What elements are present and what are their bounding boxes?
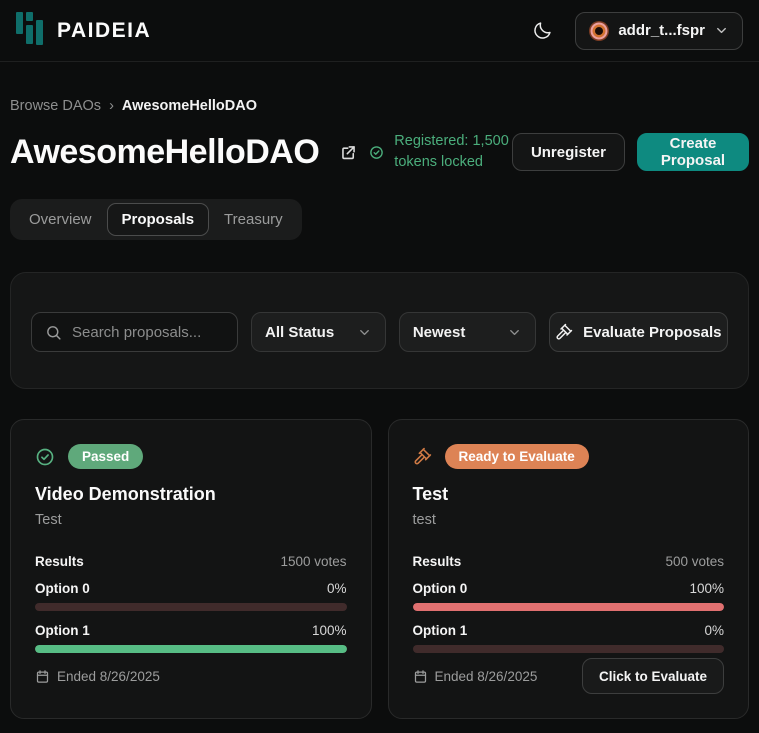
status-filter-select[interactable]: All Status [251, 312, 386, 353]
dao-title-row: AwesomeHelloDAO Registered: 1,500 tokens… [10, 131, 749, 173]
vote-progress-bar [412, 645, 724, 654]
create-proposal-button[interactable]: Create Proposal [636, 133, 749, 172]
moon-icon [532, 20, 553, 41]
tab-proposals[interactable]: Proposals [106, 203, 210, 237]
evaluate-proposals-label: Evaluate Proposals [583, 323, 722, 341]
chevron-down-icon [507, 325, 522, 340]
wallet-address: addr_t...fspr [618, 22, 705, 39]
gavel-icon [555, 323, 573, 341]
ended-date: Ended 8/26/2025 [413, 669, 537, 684]
breadcrumb-separator: › [109, 98, 114, 114]
vote-count: 500 votes [665, 554, 724, 570]
dao-tabs: Overview Proposals Treasury [10, 199, 302, 241]
check-circle-icon [35, 447, 55, 467]
proposal-description: Test [35, 512, 62, 529]
tab-overview[interactable]: Overview [14, 203, 107, 236]
calendar-icon [35, 669, 50, 684]
status-badge: Ready to Evaluate [444, 444, 589, 470]
proposal-card[interactable]: Ready to Evaluate Test test Results 500 … [387, 419, 749, 720]
brand-name: PAIDEIA [57, 18, 152, 42]
tab-treasury[interactable]: Treasury [209, 203, 298, 236]
vote-progress-bar [35, 603, 347, 612]
wallet-avatar [589, 20, 610, 41]
option-label: Option 0 [35, 581, 90, 597]
evaluate-proposals-button[interactable]: Evaluate Proposals [548, 312, 728, 353]
breadcrumb: Browse DAOs › AwesomeHelloDAO [10, 98, 749, 114]
wallet-button[interactable]: addr_t...fspr [575, 11, 743, 50]
proposal-description: test [412, 512, 436, 529]
proposal-title: Video Demonstration [35, 484, 216, 505]
page-title: AwesomeHelloDAO [10, 132, 320, 171]
proposal-title: Test [412, 484, 449, 505]
option-percent: 100% [311, 623, 347, 639]
option-label: Option 1 [412, 623, 468, 639]
paideia-logo[interactable]: PAIDEIA [16, 11, 151, 50]
paideia-logo-icon [16, 11, 44, 50]
vote-option-row: Option 1 0% [412, 623, 724, 654]
results-label: Results [35, 554, 84, 570]
registered-status-text: Registered: 1,500 tokens locked [394, 133, 509, 171]
search-input[interactable] [72, 323, 224, 341]
click-to-evaluate-button[interactable]: Click to Evaluate [581, 658, 724, 695]
app-header: PAIDEIA addr_t...fspr [0, 0, 759, 62]
unregister-button[interactable]: Unregister [511, 133, 625, 172]
sort-select[interactable]: Newest [398, 312, 536, 353]
option-percent: 0% [326, 581, 347, 597]
chevron-down-icon [714, 23, 729, 38]
chevron-down-icon [357, 325, 372, 340]
external-link-icon[interactable] [339, 143, 358, 162]
breadcrumb-current: AwesomeHelloDAO [121, 98, 258, 114]
vote-count: 1500 votes [280, 554, 347, 570]
option-percent: 0% [704, 623, 724, 639]
option-percent: 100% [689, 581, 724, 597]
registered-check-icon [369, 145, 384, 160]
sort-value: Newest [412, 323, 466, 341]
ended-date: Ended 8/26/2025 [35, 669, 160, 684]
status-badge: Passed [68, 444, 144, 470]
search-box [31, 312, 238, 353]
proposal-list: Passed Video Demonstration Test Results … [10, 419, 749, 720]
vote-option-row: Option 0 0% [35, 581, 347, 612]
calendar-icon [413, 669, 428, 684]
option-label: Option 1 [35, 623, 90, 639]
vote-progress-bar [412, 603, 724, 612]
proposal-card[interactable]: Passed Video Demonstration Test Results … [10, 419, 372, 720]
search-icon [45, 324, 62, 341]
option-label: Option 0 [412, 581, 468, 597]
dark-mode-toggle[interactable] [523, 12, 561, 50]
breadcrumb-browse-daos[interactable]: Browse DAOs [10, 98, 102, 114]
results-label: Results [412, 554, 462, 570]
gavel-icon [413, 447, 432, 466]
vote-option-row: Option 0 100% [412, 581, 724, 612]
status-filter-value: All Status [265, 323, 335, 341]
vote-progress-bar [35, 645, 347, 654]
vote-option-row: Option 1 100% [35, 623, 347, 654]
proposal-filter-panel: All Status Newest Evaluate Proposals [10, 272, 749, 390]
